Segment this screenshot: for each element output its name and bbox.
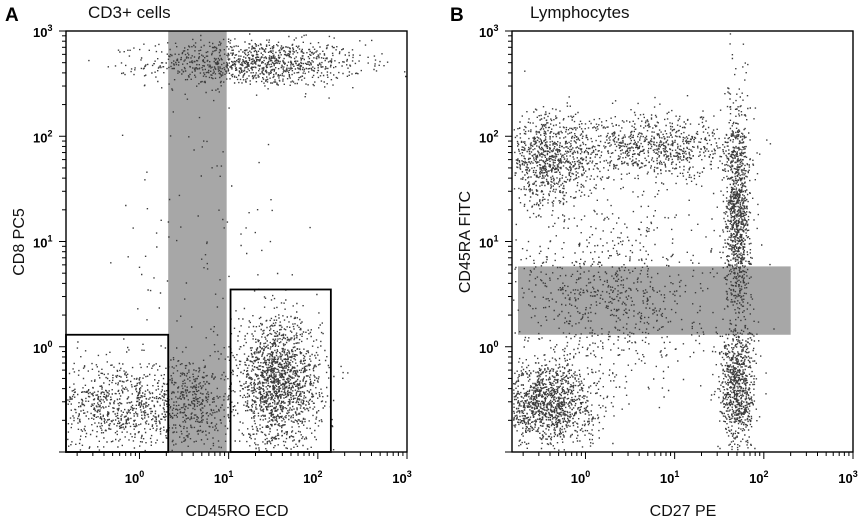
shaded-region <box>168 31 227 452</box>
x-tick-label: 103 <box>838 469 857 486</box>
y-tick-label: 102 <box>479 128 498 145</box>
axis-ticks <box>505 30 854 459</box>
panel-title: CD3+ cells <box>88 3 171 22</box>
point-cluster-2 <box>67 338 242 452</box>
x-tick-label: 100 <box>571 469 590 486</box>
point-cluster-1 <box>88 33 407 113</box>
y-tick-label: 101 <box>479 234 498 251</box>
x-tick-label: 101 <box>660 469 679 486</box>
plot-area <box>512 31 853 452</box>
y-axis-label: CD45RA FITC <box>457 191 474 293</box>
panel-a: 100 100 101 101 102 102 103 103 A CD3+ cells CD45R… <box>5 3 412 520</box>
x-axis-label: CD27 PE <box>650 503 717 520</box>
y-tick-label: 100 <box>33 339 52 356</box>
x-tick-label: 102 <box>749 469 768 486</box>
scatter-points <box>513 33 775 451</box>
y-tick-label: 101 <box>33 234 52 251</box>
point-cluster-1 <box>513 332 621 451</box>
x-tick-label: 100 <box>125 469 144 486</box>
panel-title: Lymphocytes <box>530 3 630 22</box>
panel-letter: A <box>5 5 19 26</box>
point-cluster-2 <box>710 269 767 451</box>
y-tick-label: 100 <box>479 339 498 356</box>
panel-b: 100 100 101 101 102 102 103 103 B Lymphocytes CD27… <box>450 3 858 520</box>
y-tick-label: 102 <box>33 128 52 145</box>
y-tick-label: 103 <box>33 23 52 40</box>
x-axis-label: CD45RO ECD <box>185 503 288 520</box>
y-tick-label: 103 <box>479 23 498 40</box>
x-tick-label: 103 <box>392 469 411 486</box>
plot-area <box>66 31 407 452</box>
x-tick-label: 102 <box>303 469 322 486</box>
panel-letter: B <box>450 5 464 26</box>
shaded-region <box>518 266 791 335</box>
point-cluster-5 <box>527 95 772 196</box>
x-tick-label: 101 <box>214 469 233 486</box>
axis-ticks <box>59 30 408 459</box>
point-cluster-4 <box>199 288 349 452</box>
scatter-points <box>67 33 407 452</box>
y-axis-label: CD8 PC5 <box>11 208 28 276</box>
